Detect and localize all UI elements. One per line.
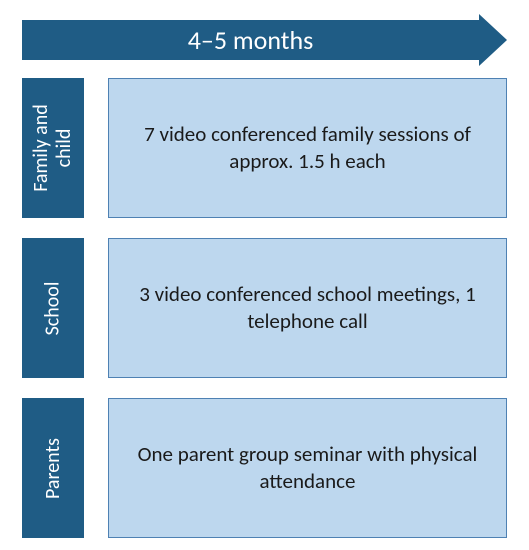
side-label-family-and-child: Family andchild: [22, 78, 84, 218]
timeline-label: 4–5 months: [188, 24, 314, 56]
timeline-arrow: 4–5 months: [22, 16, 507, 64]
row-school: School 3 video conferenced school meeting…: [22, 238, 507, 378]
content-box-family-and-child: 7 video conferenced family sessions of a…: [108, 78, 507, 218]
side-label-text: School: [42, 281, 65, 335]
side-label-text: Family andchild: [30, 104, 76, 192]
rows-container: Family andchild 7 video conferenced famil…: [22, 78, 507, 538]
row-family-and-child: Family andchild 7 video conferenced famil…: [22, 78, 507, 218]
side-label-parents: Parents: [22, 398, 84, 538]
content-box-parents: One parent group seminar with physical a…: [108, 398, 507, 538]
content-box-school: 3 video conferenced school meetings, 1 t…: [108, 238, 507, 378]
side-label-text: Parents: [42, 438, 65, 499]
side-label-school: School: [22, 238, 84, 378]
row-parents: Parents One parent group seminar with phy…: [22, 398, 507, 538]
arrow-head-icon: [479, 14, 507, 66]
